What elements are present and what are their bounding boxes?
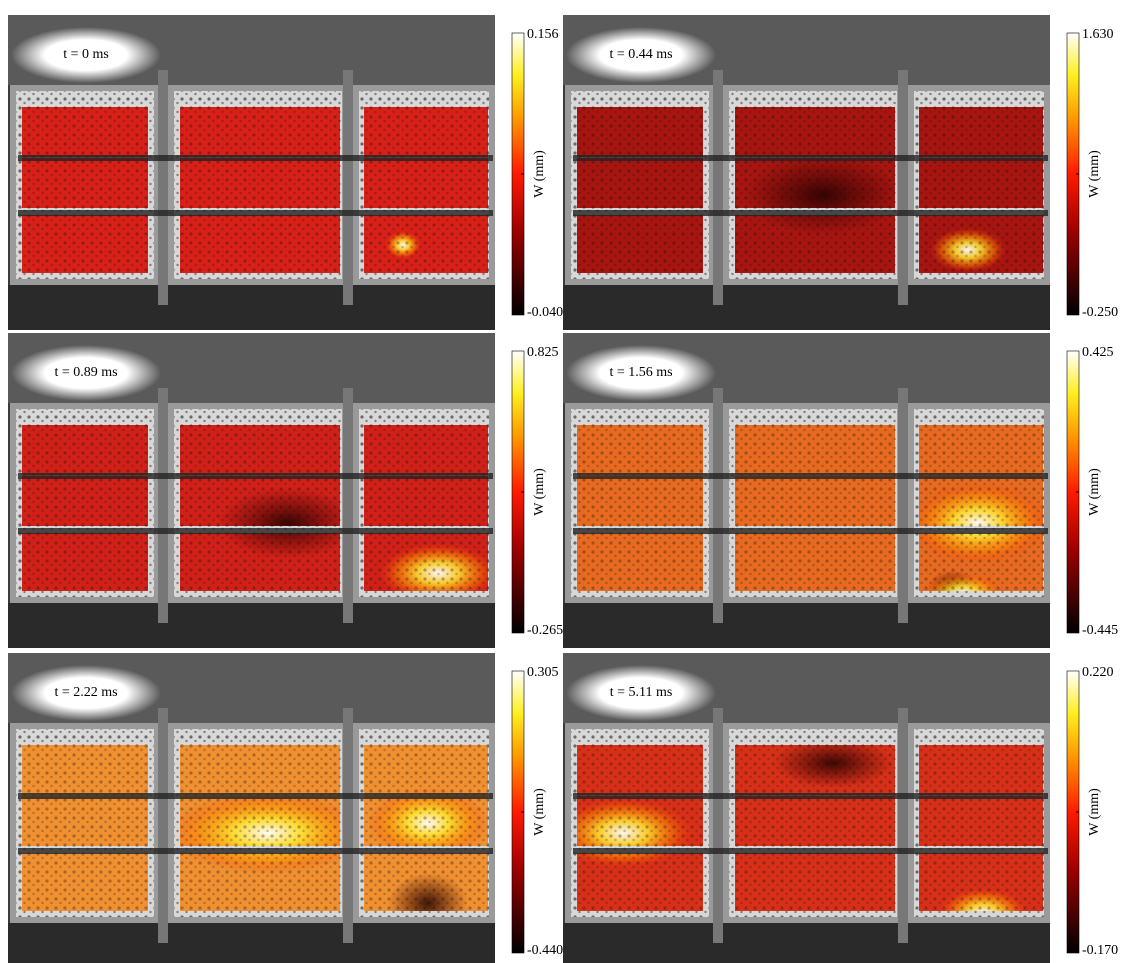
crack	[573, 210, 1048, 216]
crack	[18, 528, 493, 534]
colorbar-max: 0.156	[527, 27, 559, 42]
panel: t = 0.44 ms 1.630 -0.250 W (mm)	[563, 15, 1118, 330]
colorbar-label: W (mm)	[532, 468, 547, 516]
crack	[18, 473, 493, 479]
post	[343, 388, 353, 623]
post	[158, 70, 168, 305]
panel: t = 1.56 ms 0.425 -0.445 W (mm)	[563, 333, 1118, 648]
colorbar-max: 1.630	[1082, 27, 1114, 42]
post	[898, 70, 908, 305]
panel: t = 0 ms 0.156 -0.040 W (mm)	[8, 15, 563, 330]
time-label: t = 0.44 ms	[609, 47, 672, 62]
post	[158, 708, 168, 943]
rail-bottom	[563, 923, 1050, 963]
colorbar-min: -0.040	[527, 305, 563, 320]
colorbar-label: W (mm)	[532, 788, 547, 836]
colorbar-max: 0.220	[1082, 665, 1114, 680]
rail-bottom	[8, 923, 495, 963]
crack	[573, 155, 1048, 161]
crack	[573, 848, 1048, 854]
crack	[18, 848, 493, 854]
crack	[573, 528, 1048, 534]
colorbar-max: 0.825	[527, 345, 559, 360]
crack	[573, 793, 1048, 799]
rail-bottom	[563, 285, 1050, 330]
post	[343, 70, 353, 305]
figure: t = 0 ms 0.156 -0.040 W (mm) t = 0.44 ms 1.63…	[0, 0, 1140, 963]
crack	[18, 155, 493, 161]
colorbar-min: -0.265	[527, 623, 563, 638]
post	[898, 708, 908, 943]
colorbar-min: -0.250	[1082, 305, 1118, 320]
colorbar-min: -0.445	[1082, 623, 1118, 638]
colorbar-label: W (mm)	[1087, 150, 1102, 198]
colorbar-min: -0.170	[1082, 943, 1118, 958]
post	[713, 708, 723, 943]
time-label: t = 1.56 ms	[609, 365, 672, 380]
crack	[18, 793, 493, 799]
time-label: t = 0 ms	[63, 47, 109, 62]
panel: t = 5.11 ms 0.220 -0.170 W (mm)	[553, 653, 1118, 963]
post	[158, 388, 168, 623]
time-label: t = 0.89 ms	[54, 365, 117, 380]
post	[713, 70, 723, 305]
crack	[573, 473, 1048, 479]
colorbar-max: 0.305	[527, 665, 559, 680]
colorbar-label: W (mm)	[1087, 468, 1102, 516]
panel: t = 0.89 ms 0.825 -0.265 W (mm)	[8, 333, 563, 648]
crack	[18, 210, 493, 216]
rail-bottom	[563, 603, 1050, 648]
post	[713, 388, 723, 623]
colorbar-label: W (mm)	[1087, 788, 1102, 836]
colorbar-max: 0.425	[1082, 345, 1114, 360]
rail-bottom	[8, 285, 495, 330]
rail-bottom	[8, 603, 495, 648]
post	[898, 388, 908, 623]
post	[343, 708, 353, 943]
panel: t = 2.22 ms 0.305 -0.440 W (mm)	[8, 653, 563, 963]
colorbar-min: -0.440	[527, 943, 563, 958]
colorbar-label: W (mm)	[532, 150, 547, 198]
time-label: t = 5.11 ms	[610, 685, 673, 700]
time-label: t = 2.22 ms	[54, 685, 117, 700]
